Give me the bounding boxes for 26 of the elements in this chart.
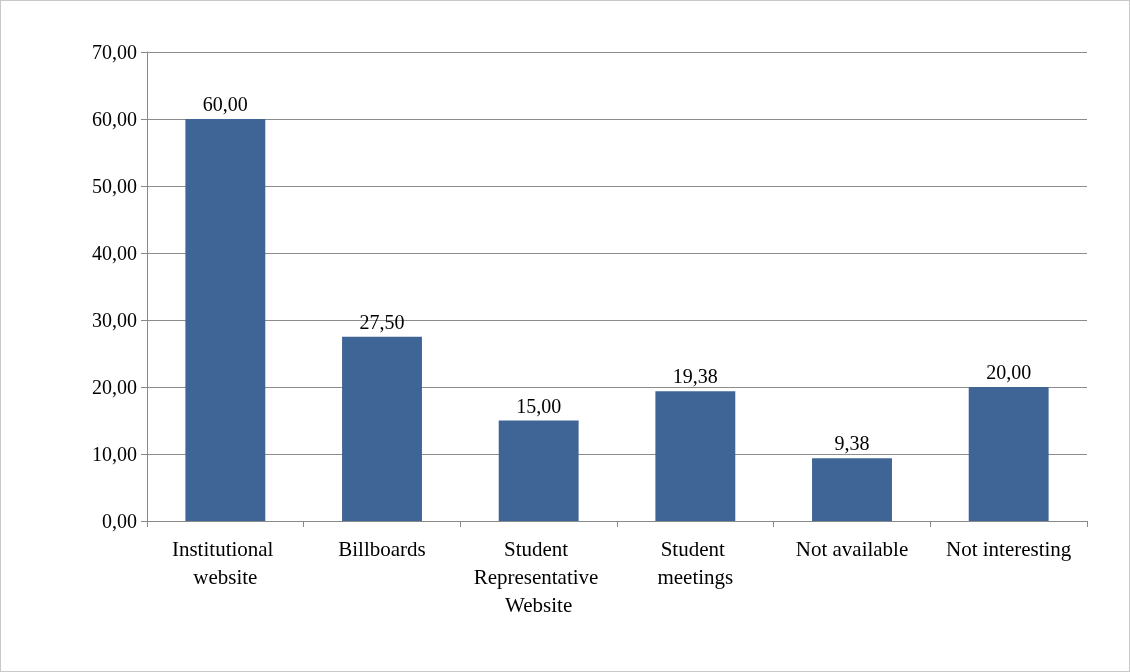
y-tick-label: 50,00	[92, 175, 137, 197]
x-tick-label: Not available	[795, 537, 909, 561]
y-tick-label: 30,00	[92, 309, 137, 331]
y-tick-label: 70,00	[92, 41, 137, 63]
data-label: 15,00	[516, 394, 562, 417]
bar	[498, 420, 579, 521]
x-tick-label: Institutional website	[171, 537, 279, 589]
data-label: 9,38	[834, 432, 870, 455]
y-tick-label: 0,00	[102, 510, 137, 532]
x-tick-label: Not interesting	[945, 537, 1072, 561]
bar	[655, 391, 736, 521]
bar	[342, 336, 422, 521]
data-label: 19,38	[672, 365, 718, 388]
bar	[968, 387, 1049, 521]
data-label: 20,00	[986, 361, 1032, 383]
data-label: 27,50	[359, 310, 405, 333]
y-tick-label: 20,00	[92, 376, 137, 398]
y-tick-label: 40,00	[92, 242, 137, 264]
x-tick-label: Student meetings	[657, 537, 734, 589]
data-label: 60,00	[202, 93, 248, 115]
bar	[812, 458, 892, 521]
y-tick-label: 60,00	[92, 108, 137, 130]
x-tick-label: Billboards	[338, 537, 426, 561]
x-tick-label: Student Representative Website	[473, 537, 604, 617]
y-tick-label: 10,00	[92, 443, 137, 465]
bar	[185, 119, 266, 521]
